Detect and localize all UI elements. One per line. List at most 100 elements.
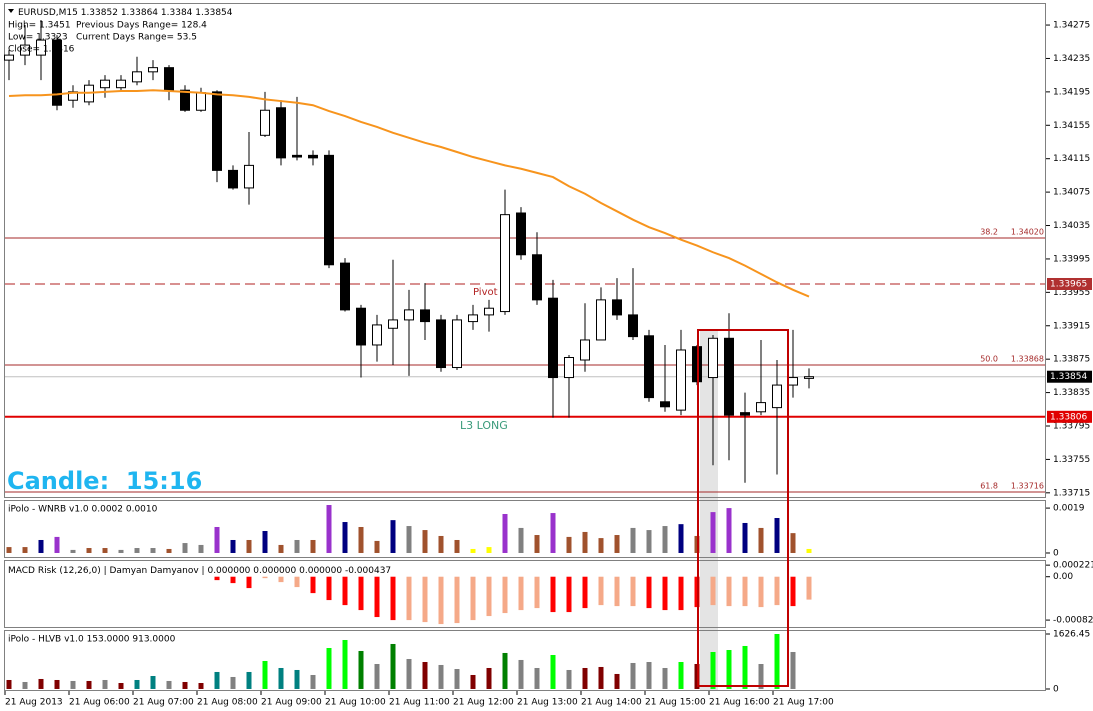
l3-tag: 1.33806 bbox=[1050, 412, 1087, 422]
l3-tag-box bbox=[1047, 410, 1092, 423]
y-tick-label: 0 bbox=[1053, 548, 1059, 558]
indicator-bar bbox=[38, 539, 44, 553]
indicator-bar bbox=[246, 671, 252, 689]
indicator-bar bbox=[438, 664, 444, 689]
indicator-bar bbox=[262, 576, 268, 579]
pane-border bbox=[4, 560, 1046, 628]
y-tick-label: 1626.45 bbox=[1053, 629, 1090, 639]
candle-body bbox=[148, 67, 158, 73]
indicator-bar bbox=[102, 548, 108, 553]
indicator-bar bbox=[166, 548, 172, 553]
candle-body bbox=[564, 357, 574, 379]
candle-body bbox=[468, 314, 478, 323]
indicator-bar bbox=[790, 651, 796, 689]
candle-body bbox=[340, 262, 350, 311]
candle-body bbox=[244, 164, 254, 189]
candle-body bbox=[52, 39, 62, 106]
x-tick-label: 21 Aug 16:00 bbox=[709, 698, 770, 708]
y-tick-label: 1.33915 bbox=[1053, 321, 1090, 331]
candle-body bbox=[580, 339, 590, 361]
indicator-bar bbox=[566, 576, 572, 613]
indicator-bar bbox=[502, 576, 508, 614]
indicator-bar bbox=[742, 522, 748, 553]
x-tick-label: 21 Aug 17:00 bbox=[773, 698, 834, 708]
indicator-bar bbox=[422, 576, 428, 623]
indicator-bar bbox=[726, 650, 732, 689]
indicator-bar bbox=[630, 527, 636, 553]
indicator-bar bbox=[390, 520, 396, 553]
indicator-bar bbox=[710, 576, 716, 606]
indicator-bar bbox=[550, 655, 556, 689]
x-tick-label: 21 Aug 09:00 bbox=[261, 698, 322, 708]
candle-body bbox=[772, 384, 782, 409]
y-tick-label: 1.33835 bbox=[1053, 388, 1090, 398]
indicator-bar bbox=[630, 576, 636, 607]
indicator-bar bbox=[662, 576, 668, 611]
indicator-bar bbox=[646, 576, 652, 609]
candle-body bbox=[356, 307, 366, 346]
indicator-bar bbox=[598, 666, 604, 689]
indicator-bar bbox=[230, 539, 236, 553]
candle-body bbox=[596, 299, 606, 341]
candle-body bbox=[756, 402, 766, 413]
candle-body bbox=[436, 319, 446, 369]
indicator-bar bbox=[646, 530, 652, 553]
info-text: Previous Days Range= 128.4 bbox=[76, 21, 207, 31]
indicator-bar bbox=[278, 544, 284, 553]
plot-layer: 1.34275 1.34235 1.34195 1.34155 1.34115 1.340… bbox=[4, 20, 1093, 708]
indicator-bar bbox=[150, 548, 156, 553]
indicator-bar bbox=[774, 518, 780, 553]
indicator-bar bbox=[406, 658, 412, 689]
indicator-bar bbox=[470, 674, 476, 689]
candle-body bbox=[500, 214, 510, 313]
indicator-bar bbox=[758, 663, 764, 689]
y-tick-label: 1.34035 bbox=[1053, 221, 1090, 231]
indicator-bar bbox=[678, 662, 684, 689]
indicator-bar bbox=[262, 531, 268, 553]
y-tick-label: 1.33955 bbox=[1053, 288, 1090, 298]
indicator-bar bbox=[38, 678, 44, 689]
y-tick-label: 1.33755 bbox=[1053, 455, 1090, 465]
indicator-bar bbox=[70, 680, 76, 689]
indicator-bar bbox=[406, 576, 412, 621]
bid-tag: 1.33854 bbox=[1050, 372, 1087, 382]
indicator-bar bbox=[134, 679, 140, 689]
indicator-bar bbox=[230, 576, 236, 584]
indicator-bar bbox=[294, 669, 300, 689]
candle-body bbox=[788, 377, 798, 386]
indicator-bar bbox=[134, 548, 140, 553]
candle-body bbox=[276, 107, 286, 159]
indicator-bar bbox=[470, 548, 476, 553]
bid-tag-box bbox=[1047, 370, 1092, 383]
readout: 0.000000 bbox=[253, 566, 296, 576]
indicator-bar bbox=[278, 576, 284, 583]
indicator-bar bbox=[310, 674, 316, 689]
indicator-bar bbox=[326, 505, 332, 553]
indicator-bar bbox=[534, 535, 540, 553]
pane-title: MACD Risk (12,26,0) | Damyan Damyanov | … bbox=[8, 566, 391, 576]
open: 1.33852 bbox=[81, 8, 118, 18]
indicator-bar bbox=[358, 526, 364, 553]
pivot-tag: 1.33965 bbox=[1050, 279, 1087, 289]
indicator-bar bbox=[118, 683, 124, 689]
y-tick-label: 1.34115 bbox=[1053, 154, 1090, 164]
indicator-bar bbox=[198, 544, 204, 553]
indicator-bar bbox=[246, 576, 252, 589]
candle-body bbox=[548, 297, 558, 379]
candle-body bbox=[724, 337, 734, 416]
x-tick-label: 21 Aug 07:00 bbox=[133, 698, 194, 708]
candle-body bbox=[164, 67, 174, 91]
candle-body bbox=[484, 307, 494, 316]
candle-body bbox=[4, 54, 14, 61]
indicator-bar bbox=[518, 576, 524, 611]
indicator-bar bbox=[486, 667, 492, 689]
candle-timer: Candle: 15:16 bbox=[7, 467, 202, 495]
candle-body bbox=[308, 154, 318, 159]
candle-body bbox=[740, 412, 750, 416]
indicator-bar bbox=[262, 660, 268, 689]
indicator-bar bbox=[214, 576, 220, 581]
indicator-bar bbox=[70, 549, 76, 553]
indicator-bar bbox=[422, 662, 428, 689]
indicator-bar bbox=[598, 576, 604, 606]
